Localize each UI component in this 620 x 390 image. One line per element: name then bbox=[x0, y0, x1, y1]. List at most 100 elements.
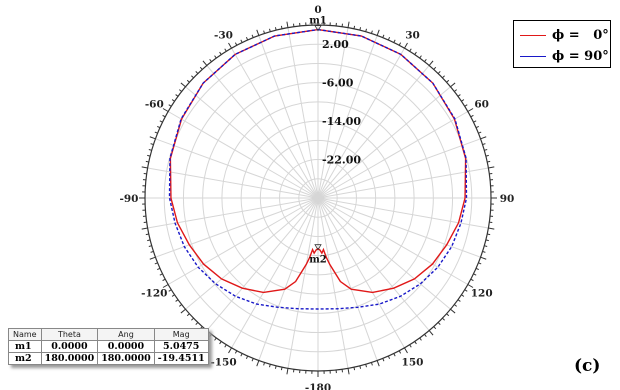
angle-tick-mark bbox=[485, 239, 489, 242]
angle-tick-mark bbox=[180, 82, 186, 88]
angle-tick-mark bbox=[376, 360, 380, 367]
angle-tick-mark bbox=[454, 304, 457, 307]
angle-tick-mark bbox=[228, 42, 232, 49]
grid-spoke bbox=[155, 197, 319, 258]
header-theta: Theta bbox=[40, 328, 99, 341]
angle-tick-label: -150 bbox=[210, 357, 236, 369]
angle-tick-mark bbox=[488, 166, 495, 169]
angle-tick-label: -90 bbox=[120, 193, 139, 205]
grid-spoke bbox=[167, 111, 319, 199]
angle-tick-mark bbox=[224, 344, 227, 348]
cell-name: m2 bbox=[8, 352, 42, 365]
grid-spoke bbox=[258, 197, 319, 361]
angle-tick-mark bbox=[359, 27, 362, 31]
angle-tick-mark bbox=[461, 99, 465, 102]
cell-mag: -19.4511 bbox=[153, 352, 209, 365]
angle-tick-mark bbox=[442, 317, 445, 321]
angle-tick-mark bbox=[478, 131, 482, 134]
grid-spoke bbox=[185, 86, 319, 199]
grid-spoke bbox=[317, 167, 489, 199]
angle-tick-mark bbox=[224, 48, 227, 52]
grid-spoke bbox=[317, 138, 481, 199]
angle-tick-mark bbox=[393, 39, 396, 43]
angle-tick-mark bbox=[191, 317, 194, 321]
angle-tick-mark bbox=[461, 294, 465, 297]
angle-tick-mark bbox=[484, 245, 488, 247]
grid-spoke bbox=[317, 197, 430, 331]
legend-label-phi-90: ϕ = 90° bbox=[552, 48, 609, 64]
angle-tick-mark bbox=[398, 42, 402, 46]
angle-tick-mark bbox=[457, 94, 461, 97]
header-mag: Mag bbox=[153, 328, 209, 341]
angle-tick-mark bbox=[450, 308, 456, 314]
grid-spoke bbox=[317, 65, 430, 199]
angle-tick-mark bbox=[464, 289, 468, 292]
angle-tick-mark bbox=[199, 66, 203, 70]
angle-tick-mark bbox=[464, 104, 468, 107]
marker-triangle bbox=[314, 244, 322, 251]
grid-spoke bbox=[231, 47, 319, 199]
angle-tick-mark bbox=[414, 341, 417, 345]
angle-tick-mark bbox=[159, 273, 163, 276]
angle-tick-mark bbox=[214, 337, 217, 341]
angle-tick-mark bbox=[154, 131, 158, 134]
angle-tick-mark bbox=[256, 360, 260, 367]
header-name: Name bbox=[8, 328, 42, 341]
angle-tick-mark bbox=[145, 160, 149, 163]
angle-tick-mark bbox=[359, 365, 362, 369]
angle-tick-mark bbox=[365, 28, 367, 32]
cell-ang: 0.0000 bbox=[97, 340, 155, 353]
angle-tick-mark bbox=[263, 30, 266, 34]
angle-tick-mark bbox=[370, 30, 373, 34]
cell-ang: 180.0000 bbox=[97, 352, 155, 365]
angle-tick-mark bbox=[370, 362, 373, 366]
angle-tick-mark bbox=[280, 367, 283, 371]
angle-tick-mark bbox=[141, 227, 148, 230]
angle-tick-mark bbox=[150, 250, 154, 253]
radial-tick-label: 2.00 bbox=[322, 38, 349, 51]
angle-tick-mark bbox=[457, 299, 461, 302]
angle-tick-mark bbox=[398, 350, 402, 354]
angle-tick-label: 150 bbox=[402, 357, 424, 369]
angle-tick-label: 0 bbox=[314, 4, 321, 16]
angle-tick-mark bbox=[219, 51, 222, 55]
angle-tick-mark bbox=[240, 39, 243, 43]
angle-tick-mark bbox=[171, 294, 175, 297]
angle-tick-mark bbox=[269, 28, 271, 32]
angle-tick-label: 120 bbox=[471, 288, 493, 300]
marker-label: m2 bbox=[309, 255, 327, 266]
angle-tick-mark bbox=[286, 368, 289, 375]
angle-tick-mark bbox=[485, 154, 489, 157]
header-ang: Ang bbox=[97, 328, 155, 341]
angle-tick-mark bbox=[162, 284, 169, 288]
angle-tick-mark bbox=[382, 34, 385, 38]
angle-tick-mark bbox=[478, 262, 482, 265]
angle-tick-label: 90 bbox=[500, 193, 515, 205]
grid-spoke bbox=[167, 197, 319, 285]
marker-triangle bbox=[314, 25, 322, 32]
angle-tick-mark bbox=[419, 337, 422, 341]
angle-tick-mark bbox=[428, 60, 434, 66]
angle-tick-mark bbox=[446, 313, 450, 317]
marker-table-row-m1: m1 0.0000 0.0000 5.0475 bbox=[8, 340, 209, 353]
angle-tick-mark bbox=[467, 108, 474, 112]
angle-tick-mark bbox=[195, 322, 199, 325]
grid-spoke bbox=[317, 27, 349, 199]
angle-tick-mark bbox=[286, 21, 289, 28]
angle-tick-mark bbox=[475, 125, 479, 129]
angle-tick-mark bbox=[141, 166, 148, 169]
angle-tick-mark bbox=[274, 27, 277, 31]
angle-tick-mark bbox=[149, 256, 156, 260]
angle-tick-mark bbox=[148, 149, 152, 151]
grid-spoke bbox=[147, 197, 319, 229]
angle-tick-mark bbox=[245, 37, 249, 41]
angle-tick-mark bbox=[209, 334, 212, 337]
marker-table-header: Name Theta Ang Mag bbox=[8, 328, 209, 341]
angle-tick-mark bbox=[487, 233, 491, 236]
angle-tick-label: 60 bbox=[474, 99, 489, 111]
grid-spoke bbox=[317, 111, 469, 199]
angle-tick-mark bbox=[393, 353, 396, 357]
angle-tick-mark bbox=[180, 308, 186, 314]
angle-tick-mark bbox=[234, 350, 238, 354]
angle-tick-label: -120 bbox=[141, 288, 167, 300]
